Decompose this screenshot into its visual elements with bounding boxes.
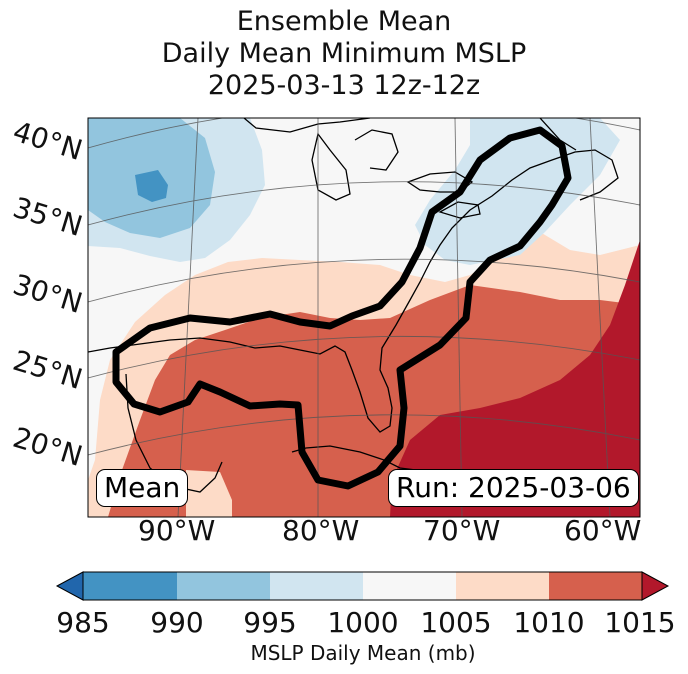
mslp-field [88, 118, 640, 517]
title-line-3: 2025-03-13 12z-12z [207, 70, 481, 101]
colorbar-tick-985: 985 [56, 606, 110, 639]
colorbar-bin-995-1000 [270, 572, 363, 600]
colorbar-tick-995: 995 [243, 606, 297, 639]
colorbar-bin-1005-1010 [456, 572, 549, 600]
colorbar-bin-1010-1015 [549, 572, 642, 600]
colorbar-bin-1000-1005 [363, 572, 456, 600]
colorbar-bin-985-990 [83, 572, 177, 600]
title-line-2: Daily Mean Minimum MSLP [161, 38, 527, 69]
lon-label-60w: 60°W [564, 514, 642, 547]
colorbar-extend-low [55, 571, 84, 601]
colorbar-tick-1005: 1005 [420, 606, 492, 639]
colorbar [55, 571, 670, 601]
lon-label-90w: 90°W [138, 514, 216, 547]
colorbar-frame [82, 571, 643, 601]
colorbar-bin-990-995 [177, 572, 270, 600]
colorbar-tick-1000: 1000 [327, 606, 399, 639]
run-date-box: Run: 2025-03-06 [388, 469, 639, 507]
colorbar-extend-high [641, 571, 670, 601]
colorbar-tick-1015: 1015 [604, 606, 676, 639]
title-line-1: Ensemble Mean [236, 6, 452, 37]
colorbar-label: MSLP Daily Mean (mb) [250, 641, 476, 665]
lon-label-80w: 80°W [282, 514, 360, 547]
colorbar-tick-1010: 1010 [513, 606, 585, 639]
map-frame [87, 117, 641, 518]
lon-label-70w: 70°W [423, 514, 501, 547]
mean-label-box: Mean [96, 469, 189, 507]
field-1005-1010-mexico [186, 470, 232, 517]
colorbar-tick-990: 990 [150, 606, 204, 639]
contour-outline [112, 126, 572, 490]
field-985-990 [135, 170, 168, 202]
field-above-1015 [390, 240, 640, 517]
coastlines [88, 118, 619, 493]
